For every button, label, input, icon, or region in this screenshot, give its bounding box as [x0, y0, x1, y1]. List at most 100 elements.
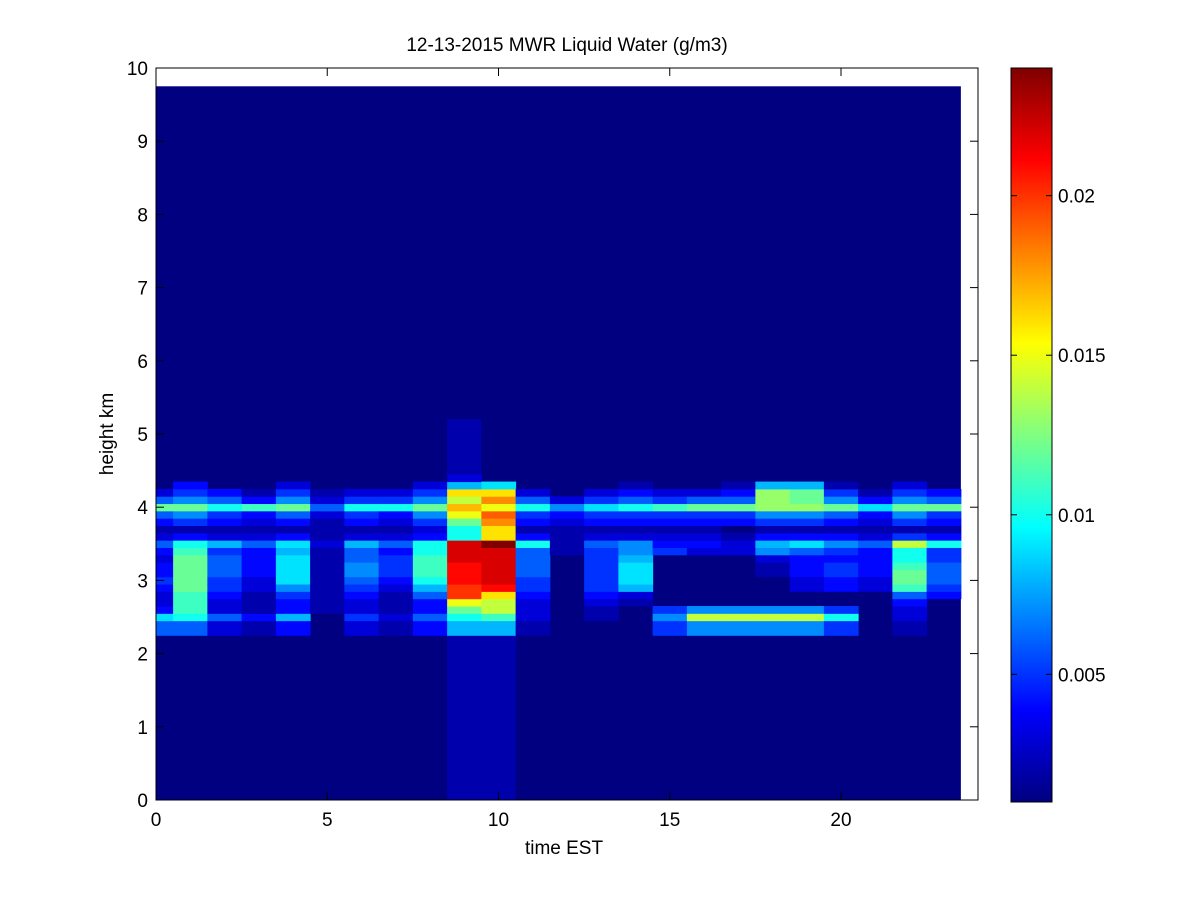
heatmap-cell	[378, 518, 414, 526]
heatmap-cell	[823, 496, 859, 505]
heatmap-cell	[207, 525, 243, 534]
heatmap-cell	[584, 525, 619, 534]
heatmap-cell	[789, 562, 825, 570]
heatmap-cell	[515, 613, 551, 622]
heatmap-cell	[618, 532, 654, 541]
heatmap-cell	[173, 562, 208, 570]
heatmap-cell	[823, 562, 859, 570]
heatmap-cell	[378, 503, 414, 512]
heatmap-cell	[858, 540, 893, 548]
heatmap-cell	[515, 496, 551, 505]
heatmap-cell	[584, 547, 619, 556]
heatmap-cell	[858, 547, 893, 556]
heatmap-cell	[447, 481, 482, 490]
heatmap-cell	[447, 584, 482, 592]
heatmap-cell	[156, 518, 174, 526]
heatmap-cell	[892, 540, 928, 548]
heatmap-cell	[584, 598, 619, 607]
heatmap-cell	[584, 554, 619, 563]
heatmap-cell	[618, 496, 654, 505]
heatmap-cell	[156, 532, 174, 541]
heatmap-cell	[207, 562, 243, 570]
heatmap-cell	[275, 525, 311, 534]
heatmap-cell	[412, 576, 448, 585]
heatmap-cell	[241, 532, 277, 541]
heatmap-cell	[378, 620, 414, 636]
heatmap-cell	[823, 510, 859, 519]
heatmap-cell	[549, 496, 585, 505]
heatmap-cell	[378, 606, 414, 614]
heatmap-cell	[755, 525, 791, 534]
heatmap-cell	[755, 620, 791, 636]
x-axis-label: time EST	[525, 838, 604, 859]
heatmap-cell	[207, 503, 243, 512]
heatmap-cell	[275, 510, 311, 519]
heatmap-cell	[549, 540, 585, 548]
heatmap-cell	[241, 488, 277, 497]
heatmap-cell	[481, 598, 517, 607]
heatmap-cell	[344, 510, 380, 519]
heatmap-cell	[686, 525, 722, 534]
heatmap-cell	[378, 562, 414, 570]
heatmap-cell	[241, 584, 277, 592]
heatmap-cell	[892, 554, 928, 563]
heatmap-cell	[926, 503, 962, 512]
heatmap-cell	[447, 591, 482, 600]
heatmap-cell	[721, 518, 756, 526]
heatmap-cell	[447, 635, 482, 651]
heatmap-cell	[721, 540, 756, 548]
heatmap-cell	[378, 547, 414, 556]
heatmap-cell	[823, 547, 859, 556]
heatmap-cell	[275, 532, 311, 541]
heatmap-cell	[618, 540, 654, 548]
heatmap-cell	[755, 547, 791, 556]
heatmap-cell	[515, 503, 551, 512]
heatmap-cell	[618, 481, 654, 490]
heatmap-cell	[515, 532, 551, 541]
heatmap-cells	[156, 86, 962, 800]
heatmap-cell	[892, 591, 928, 600]
heatmap-cell	[310, 554, 345, 563]
heatmap-cell	[412, 496, 448, 505]
heatmap-cell	[892, 525, 928, 534]
heatmap-cell	[652, 518, 688, 526]
heatmap-cell	[618, 547, 654, 556]
heatmap-cell	[823, 620, 859, 636]
heatmap-cell	[156, 591, 174, 600]
x-tick-label: 15	[659, 810, 680, 831]
heatmap-cell	[584, 488, 619, 497]
heatmap-cell	[412, 584, 448, 592]
heatmap-cell	[789, 532, 825, 541]
heatmap-cell	[447, 606, 482, 614]
heatmap-cell	[686, 620, 722, 636]
heatmap-cell	[481, 540, 517, 548]
plot-area	[155, 67, 979, 801]
heatmap-cell	[652, 532, 688, 541]
heatmap-cell	[549, 510, 585, 519]
heatmap-cell	[755, 496, 791, 505]
heatmap-cell	[926, 510, 962, 519]
heatmap-cell	[686, 510, 722, 519]
heatmap-cell	[481, 510, 517, 519]
heatmap-cell	[310, 488, 345, 497]
heatmap-cell	[755, 481, 791, 490]
heatmap-cell	[481, 525, 517, 534]
heatmap-cell	[481, 562, 517, 570]
heatmap-cell	[926, 518, 962, 526]
heatmap-cell	[344, 525, 380, 534]
heatmap-cell	[412, 613, 448, 622]
heatmap-cell	[156, 540, 174, 548]
heatmap-cell	[310, 510, 345, 519]
heatmap-cell	[344, 518, 380, 526]
heatmap-cell	[789, 606, 825, 614]
heatmap-cell	[481, 488, 517, 497]
heatmap-cell	[926, 496, 962, 505]
heatmap-faint-extension	[447, 646, 516, 800]
heatmap-cell	[755, 540, 791, 548]
heatmap-cell	[173, 554, 208, 563]
heatmap-cell	[207, 613, 243, 622]
heatmap-cell	[275, 503, 311, 512]
heatmap-cell	[755, 613, 791, 622]
heatmap-cell	[892, 598, 928, 607]
heatmap-cell	[481, 576, 517, 585]
